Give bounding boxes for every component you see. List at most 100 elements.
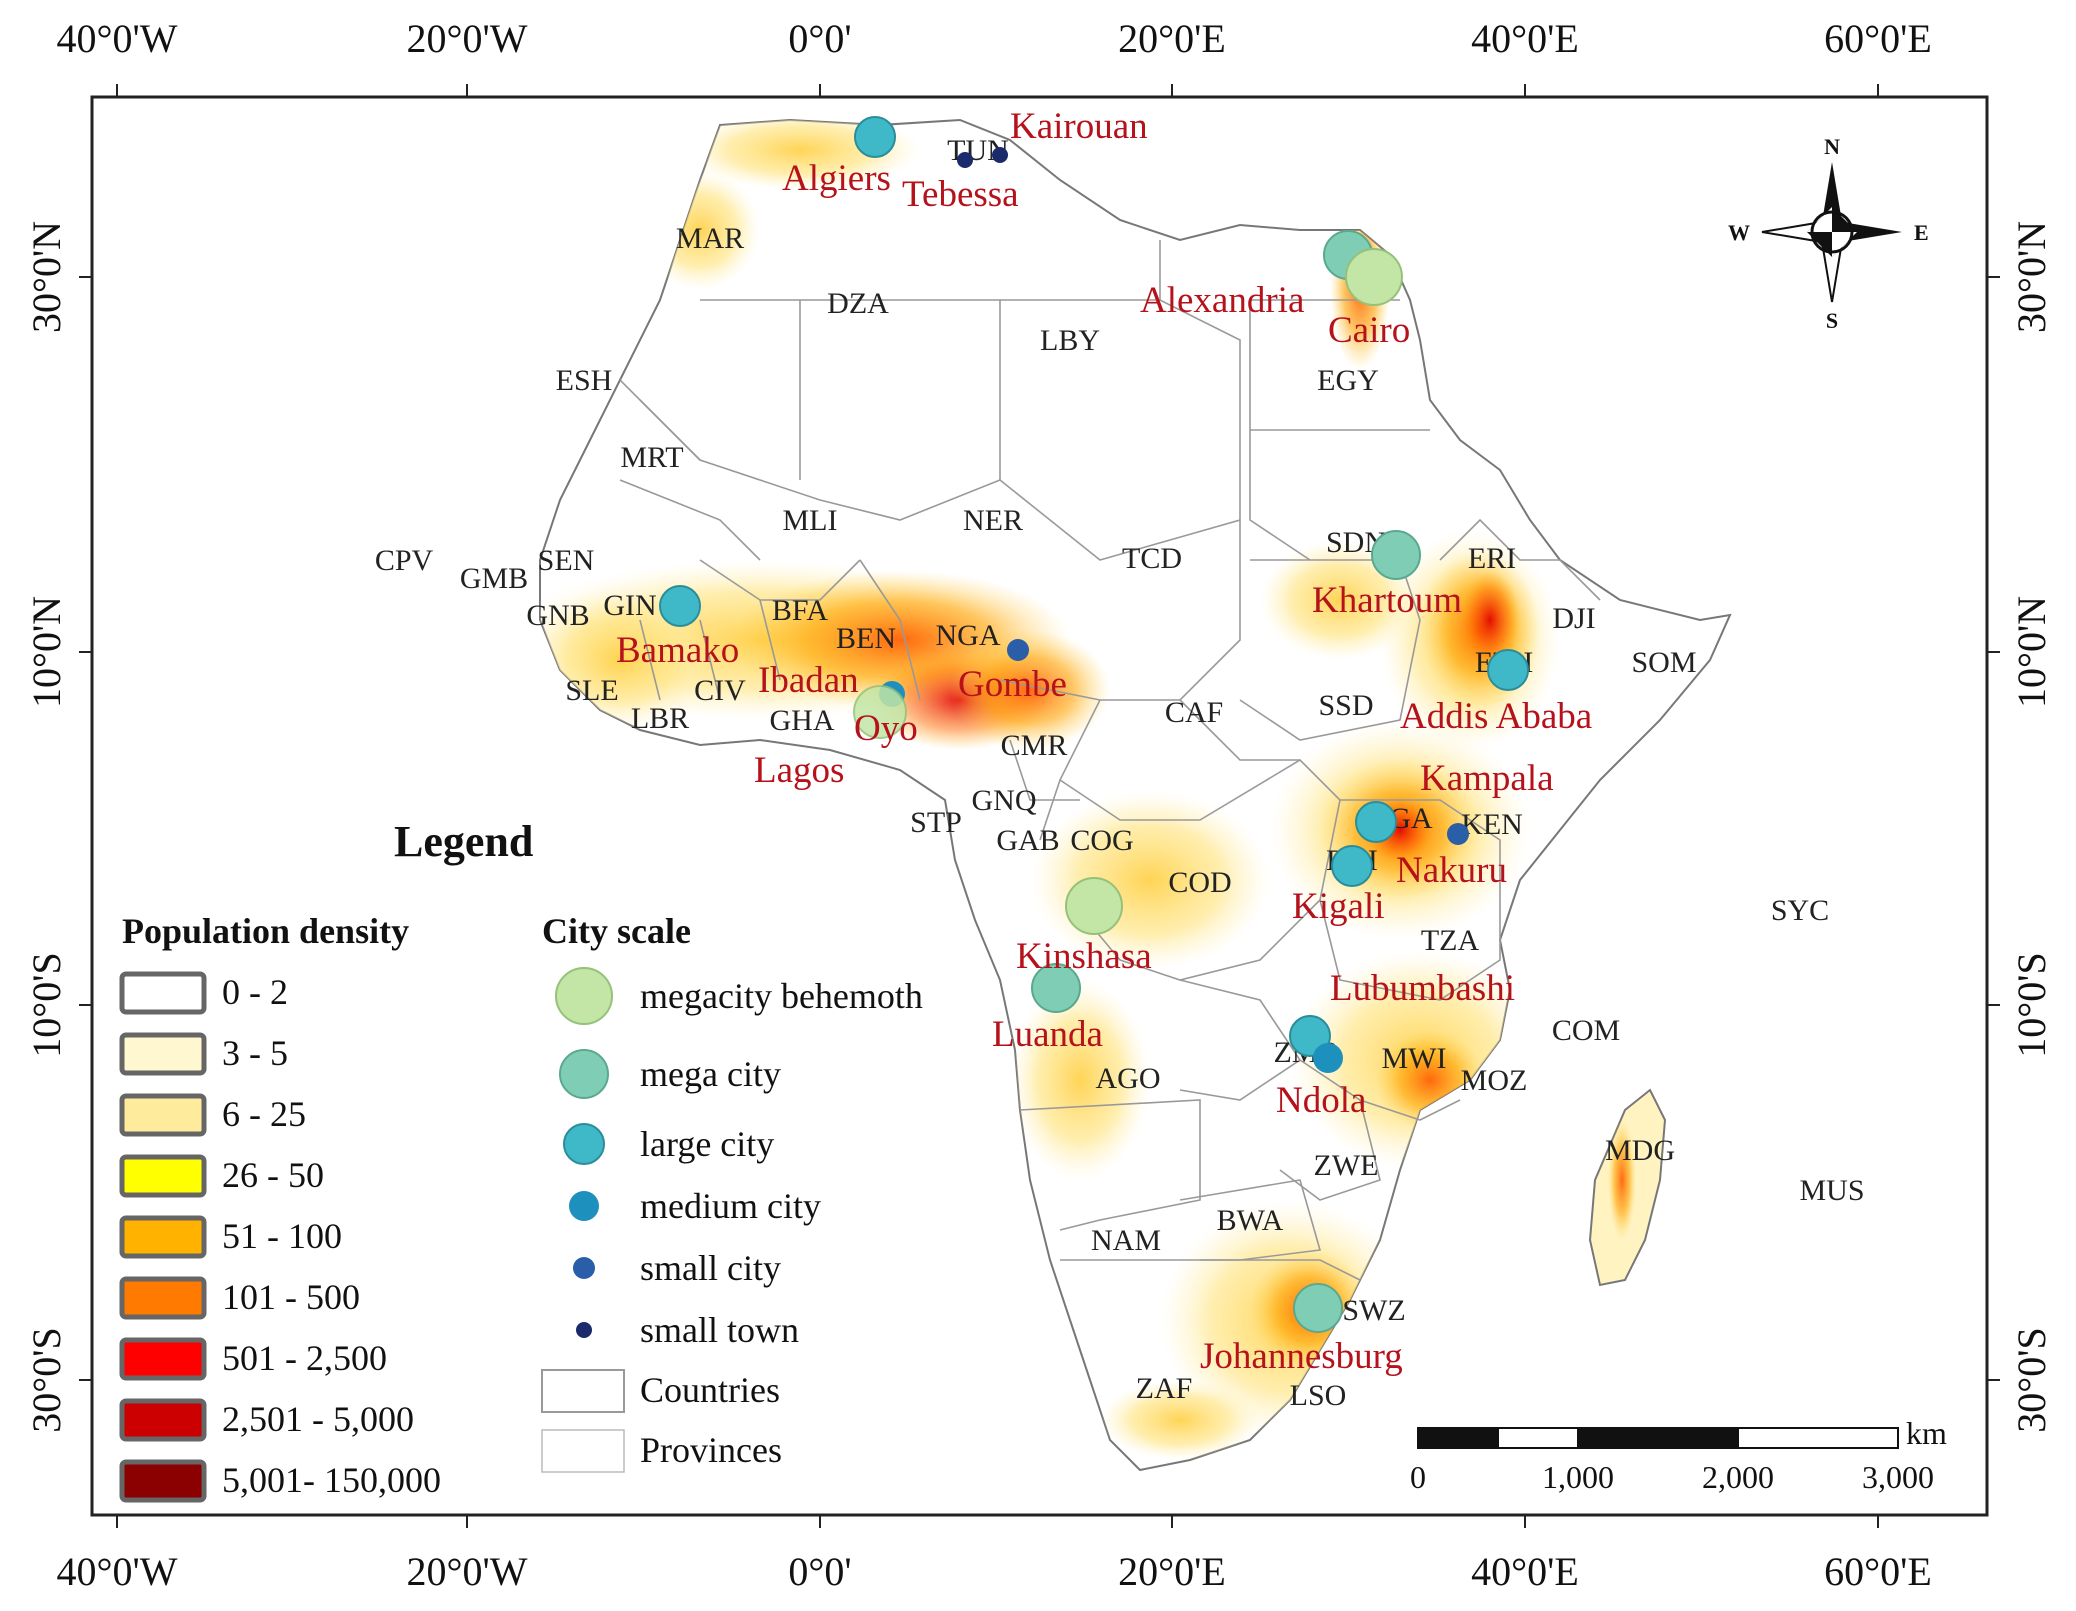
- city-label: Kampala: [1420, 758, 1554, 799]
- country-label: NAM: [1091, 1224, 1161, 1257]
- city-scale-symbol: [576, 1322, 592, 1338]
- city-marker-cairo: [1345, 248, 1403, 306]
- country-label: ZWE: [1314, 1149, 1379, 1182]
- city-label: Addis Ababa: [1400, 696, 1592, 737]
- country-label: SYC: [1771, 894, 1829, 927]
- city-markers: [659, 116, 1529, 1333]
- country-label: ESH: [556, 364, 613, 397]
- density-swatch: [119, 1154, 207, 1198]
- city-marker-bamako: [659, 585, 701, 627]
- city-scale-symbol: [563, 1123, 605, 1165]
- density-label: 101 - 500: [222, 1277, 360, 1317]
- country-label: LBY: [1040, 324, 1100, 357]
- country-label: BFA: [772, 594, 828, 627]
- lon-label-bottom: 60°0'E: [1824, 1549, 1932, 1594]
- city-label: Kinshasa: [1016, 936, 1152, 977]
- city-label: Tebessa: [902, 174, 1019, 215]
- density-swatch: [119, 1276, 207, 1320]
- country-label: COD: [1168, 866, 1231, 899]
- density-swatch: [119, 1459, 207, 1503]
- scale-unit: km: [1906, 1415, 1947, 1451]
- compass-w: W: [1728, 220, 1750, 245]
- density-swatch: [119, 1032, 207, 1076]
- scale-tick: 0: [1410, 1459, 1426, 1495]
- density-label: 501 - 2,500: [222, 1338, 387, 1378]
- density-swatch: [119, 1093, 207, 1137]
- country-label: ERI: [1468, 542, 1516, 575]
- density-label: 0 - 2: [222, 972, 288, 1012]
- country-label: MLI: [783, 504, 838, 537]
- lon-label-top: 40°0'E: [1471, 16, 1579, 61]
- city-label: Ibadan: [758, 660, 859, 701]
- city-label: Lagos: [754, 750, 844, 791]
- country-label: AGO: [1096, 1062, 1161, 1095]
- city-scale-label: small town: [640, 1310, 799, 1350]
- city-scale-symbol: [573, 1257, 595, 1279]
- graticule-ticks: [79, 84, 2000, 1528]
- lon-label-bottom: 40°0'W: [57, 1549, 178, 1594]
- country-label: NGA: [936, 619, 1001, 652]
- lon-label-bottom: 0°0': [788, 1549, 851, 1594]
- country-label: MUS: [1799, 1174, 1864, 1207]
- provinces-symbol: [541, 1429, 625, 1473]
- country-label: GNB: [526, 599, 589, 632]
- city-labels: Kairouan Algiers Tebessa Alexandria Cair…: [616, 106, 1592, 1377]
- country-label: BWA: [1217, 1204, 1284, 1237]
- country-label: TZA: [1421, 924, 1480, 957]
- country-label: DJI: [1552, 602, 1595, 635]
- city-scale-symbol: [555, 967, 613, 1025]
- country-label: GMB: [460, 562, 528, 595]
- longitude-labels-top: 40°0'W 20°0'W 0°0' 20°0'E 40°0'E 60°0'E: [57, 16, 1932, 61]
- city-label: Lubumbashi: [1330, 968, 1515, 1009]
- city-label: Cairo: [1328, 310, 1410, 351]
- lon-label-top: 20°0'E: [1118, 16, 1226, 61]
- city-label: Oyo: [854, 708, 918, 749]
- city-label: Nakuru: [1396, 850, 1507, 891]
- city-marker-gombe: [1007, 639, 1029, 661]
- density-swatch: [119, 971, 207, 1015]
- city-marker-addis-ababa: [1487, 649, 1529, 691]
- lat-label-right: 10°0'N: [2009, 596, 2054, 708]
- lat-label-right: 30°0'S: [2009, 1327, 2054, 1432]
- density-swatch: [119, 1398, 207, 1442]
- city-label: Khartoum: [1312, 580, 1462, 621]
- lon-label-top: 20°0'W: [407, 16, 528, 61]
- city-marker-nakuru: [1447, 823, 1469, 845]
- city-marker-luanda: [1031, 963, 1081, 1013]
- countries-symbol: [541, 1369, 625, 1413]
- longitude-labels-bottom: 40°0'W 20°0'W 0°0' 20°0'E 40°0'E 60°0'E: [57, 1549, 1932, 1594]
- compass-n: N: [1824, 134, 1840, 159]
- city-label: Ndola: [1276, 1080, 1366, 1121]
- city-marker-ndola: [1313, 1043, 1343, 1073]
- country-label: MOZ: [1461, 1064, 1528, 1097]
- country-label: GHA: [770, 704, 835, 737]
- country-label: ZAF: [1136, 1372, 1193, 1405]
- city-scale-label: mega city: [640, 1054, 781, 1094]
- lon-label-bottom: 40°0'E: [1471, 1549, 1579, 1594]
- lon-label-top: 40°0'W: [57, 16, 178, 61]
- city-marker-khartoum: [1371, 530, 1421, 580]
- city-marker-kampala: [1355, 801, 1397, 843]
- city-label: Gombe: [958, 664, 1067, 705]
- country-label: SLE: [565, 674, 618, 707]
- country-label: DZA: [827, 287, 889, 320]
- city-scale-label: medium city: [640, 1186, 821, 1226]
- country-label: SOM: [1631, 646, 1696, 679]
- boundary-label: Provinces: [640, 1430, 782, 1470]
- city-marker-johannesburg: [1293, 1283, 1343, 1333]
- country-label: GNQ: [972, 784, 1037, 817]
- compass-s: S: [1826, 308, 1838, 333]
- country-label: STP: [910, 806, 962, 839]
- city-scale-legend: megacity behemoth mega city large city m…: [541, 967, 923, 1473]
- lon-label-bottom: 20°0'W: [407, 1549, 528, 1594]
- density-legend-title: Population density: [122, 911, 409, 951]
- compass-rose: N S W E: [1728, 134, 1929, 333]
- city-label: Algiers: [782, 158, 891, 199]
- city-label: Kairouan: [1010, 106, 1148, 147]
- country-label: CAF: [1165, 696, 1223, 729]
- country-label: TCD: [1122, 542, 1182, 575]
- lat-label-left: 30°0'S: [24, 1327, 69, 1432]
- density-label: 5,001- 150,000: [222, 1460, 441, 1500]
- scale-tick: 1,000: [1542, 1459, 1614, 1495]
- country-label: NER: [963, 504, 1023, 537]
